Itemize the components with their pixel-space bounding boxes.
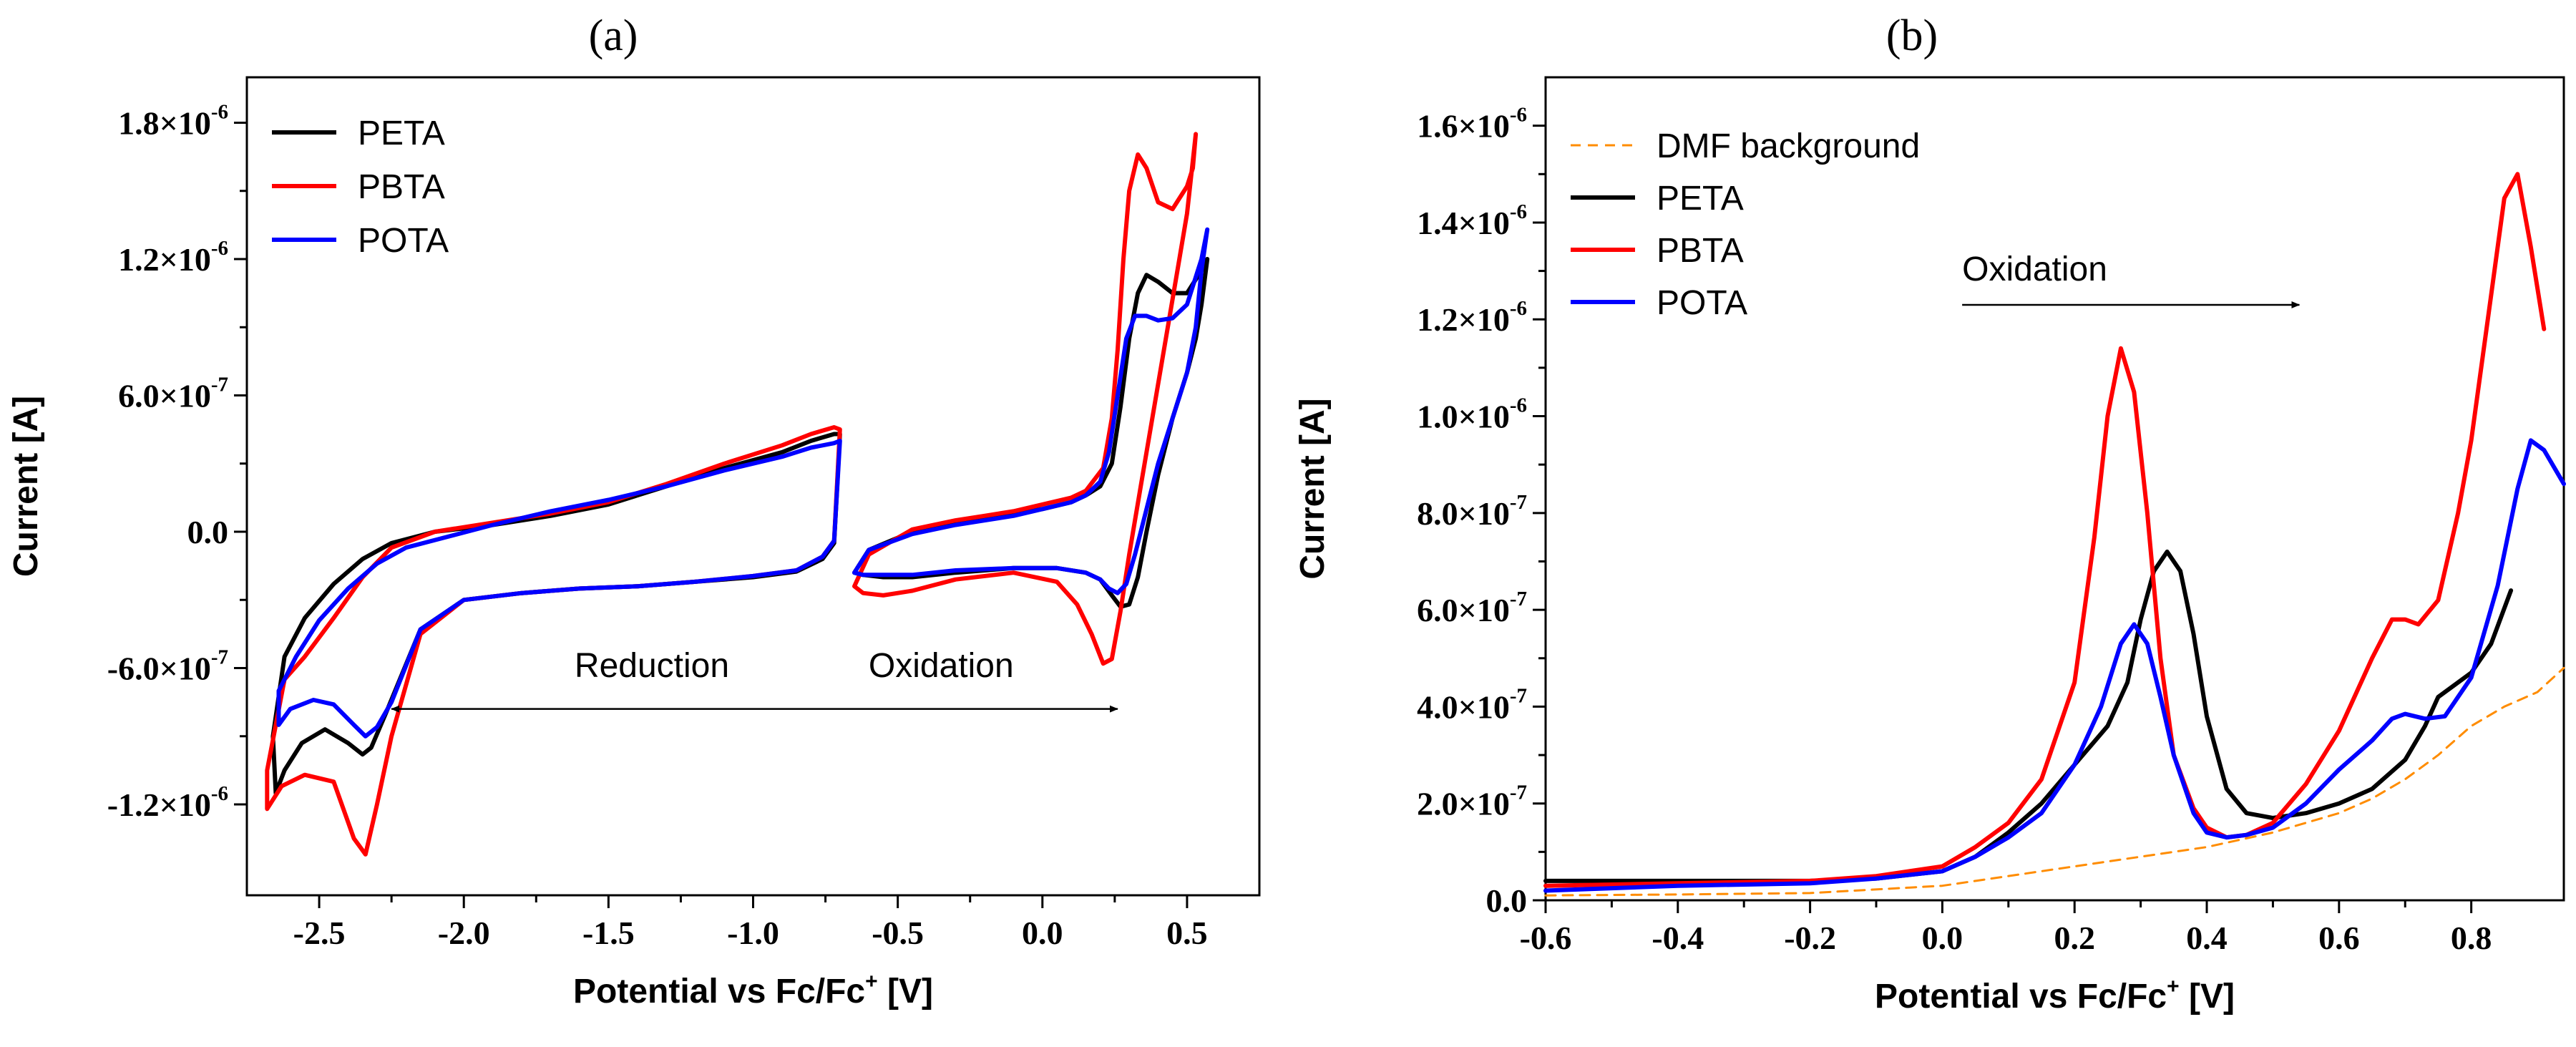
series-line-pbta	[265, 425, 842, 857]
y-tick-mantissa: 4.0×10	[1417, 688, 1510, 725]
y-tick-mantissa: 1.2×10	[1417, 301, 1510, 338]
x-tick-label: -0.2	[1784, 920, 1836, 956]
series-line-pbta	[1543, 172, 2547, 888]
y-tick-mantissa: 1.4×10	[1417, 205, 1510, 241]
series-line-dmf-background	[1544, 666, 2565, 897]
series-line-pota-ox	[852, 227, 1210, 595]
y-tick-exponent: -6	[211, 101, 228, 124]
y-tick-mantissa: 6.0×10	[1417, 592, 1510, 628]
legend-label: PETA	[1657, 180, 1744, 218]
y-tick-exponent: -6	[1510, 394, 1527, 417]
x-tick-label: 0.0	[1022, 915, 1063, 951]
x-tick-label: -2.0	[438, 915, 490, 951]
y-tick-exponent: -7	[1510, 491, 1527, 514]
y-tick-label: 1.6×10-6	[1417, 104, 1527, 145]
y-tick-mantissa: 0.0	[1486, 882, 1528, 919]
y-tick-label: 0.0	[1486, 882, 1528, 919]
y-tick-label: 1.0×10-6	[1417, 394, 1527, 435]
y-tick-mantissa: 6.0×10	[118, 378, 211, 414]
y-tick-exponent: -6	[1510, 104, 1527, 127]
y-axis-title: Current [A]	[7, 396, 45, 577]
series-line-peta	[270, 432, 842, 796]
legend-label: PETA	[358, 115, 445, 152]
annotation-oxidation: Oxidation	[869, 647, 1014, 685]
y-tick-exponent: -6	[211, 237, 228, 260]
x-tick-label: 0.8	[2451, 920, 2492, 956]
x-tick-label: -2.5	[293, 915, 346, 951]
y-tick-mantissa: 2.0×10	[1417, 786, 1510, 822]
x-tick-label: 0.4	[2186, 920, 2228, 956]
y-tick-mantissa: 1.0×10	[1417, 399, 1510, 435]
x-tick-label: -0.6	[1520, 920, 1572, 956]
x-tick-label: -0.4	[1652, 920, 1704, 956]
y-tick-label: -1.2×10-6	[107, 782, 228, 823]
series-line-peta-ox	[852, 257, 1210, 609]
y-tick-mantissa: -6.0×10	[107, 651, 211, 687]
y-tick-mantissa: 0.0	[187, 514, 229, 550]
y-axis-title: Current [A]	[1294, 398, 1332, 579]
y-tick-label: 8.0×10-7	[1417, 491, 1527, 532]
annotation-reduction: Reduction	[575, 647, 729, 685]
series-line-pbta-ox	[852, 132, 1199, 666]
plot-frame	[1544, 76, 2565, 902]
x-tick-label: -0.5	[872, 915, 924, 951]
y-tick-label: 6.0×10-7	[1417, 588, 1527, 628]
panel-label: (a)	[589, 11, 638, 60]
y-tick-exponent: -7	[1510, 684, 1527, 707]
y-tick-label: 2.0×10-7	[1417, 781, 1527, 822]
y-tick-exponent: -7	[1510, 781, 1527, 804]
x-tick-label: 0.5	[1166, 915, 1208, 951]
legend-label: POTA	[358, 222, 449, 260]
x-axis-title-main: Potential vs Fc/Fc	[1875, 978, 2167, 1016]
x-tick-label: 0.0	[1922, 920, 1963, 956]
y-tick-label: 1.4×10-6	[1417, 200, 1527, 241]
y-tick-label: 1.2×10-6	[1417, 297, 1527, 338]
y-tick-exponent: -6	[1510, 297, 1527, 320]
y-tick-exponent: -6	[211, 782, 228, 805]
y-tick-mantissa: 8.0×10	[1417, 495, 1510, 532]
y-tick-label: 1.2×10-6	[118, 237, 228, 278]
y-tick-label: 1.8×10-6	[118, 101, 228, 142]
legend-label: PBTA	[1657, 232, 1744, 270]
legend-label: PBTA	[358, 168, 445, 206]
y-tick-exponent: -7	[1510, 588, 1527, 610]
x-tick-label: 0.6	[2318, 920, 2360, 956]
x-axis-title-tail: [V]	[878, 973, 933, 1011]
legend-label: POTA	[1657, 284, 1747, 322]
series-line-peta	[1543, 549, 2514, 883]
x-axis-title-main: Potential vs Fc/Fc	[573, 973, 865, 1011]
panel-label: (b)	[1886, 11, 1938, 60]
series-line-pota	[1543, 438, 2566, 893]
x-tick-label: -1.5	[582, 915, 635, 951]
panel-a: (a)-2.5 -2.0 -1.5 -1.0 -0.5 0.0 0.51.8×10-61.2…	[7, 11, 1261, 1011]
x-tick-label: -1.0	[727, 915, 779, 951]
y-tick-exponent: -7	[211, 646, 228, 669]
x-axis-title-tail: [V]	[2180, 978, 2235, 1016]
y-tick-mantissa: 1.8×10	[118, 105, 211, 142]
panel-b: (b)-0.6 -0.4 -0.2 0.0 0.2 0.4 0.6 0.81.6×10-61.…	[1294, 11, 2566, 1016]
legend-label: DMF background	[1657, 127, 1920, 165]
y-tick-label: 4.0×10-7	[1417, 684, 1527, 725]
y-tick-mantissa: 1.6×10	[1417, 108, 1510, 145]
y-tick-mantissa: -1.2×10	[107, 787, 211, 823]
y-tick-label: -6.0×10-7	[107, 646, 228, 687]
y-tick-mantissa: 1.2×10	[118, 241, 211, 278]
y-tick-exponent: -6	[1510, 200, 1527, 223]
x-axis-title-sup: +	[865, 970, 878, 993]
annotation-oxidation: Oxidation	[1962, 250, 2107, 288]
series-line-pota	[276, 439, 842, 739]
x-axis-title: Potential vs Fc/Fc+ [V]	[1875, 975, 2235, 1016]
y-tick-label: 6.0×10-7	[118, 374, 228, 414]
x-axis-title-sup: +	[2167, 975, 2180, 998]
x-axis-title: Potential vs Fc/Fc+ [V]	[573, 970, 933, 1011]
y-tick-label: 0.0	[187, 514, 229, 550]
x-tick-label: 0.2	[2054, 920, 2095, 956]
y-tick-exponent: -7	[211, 374, 228, 396]
